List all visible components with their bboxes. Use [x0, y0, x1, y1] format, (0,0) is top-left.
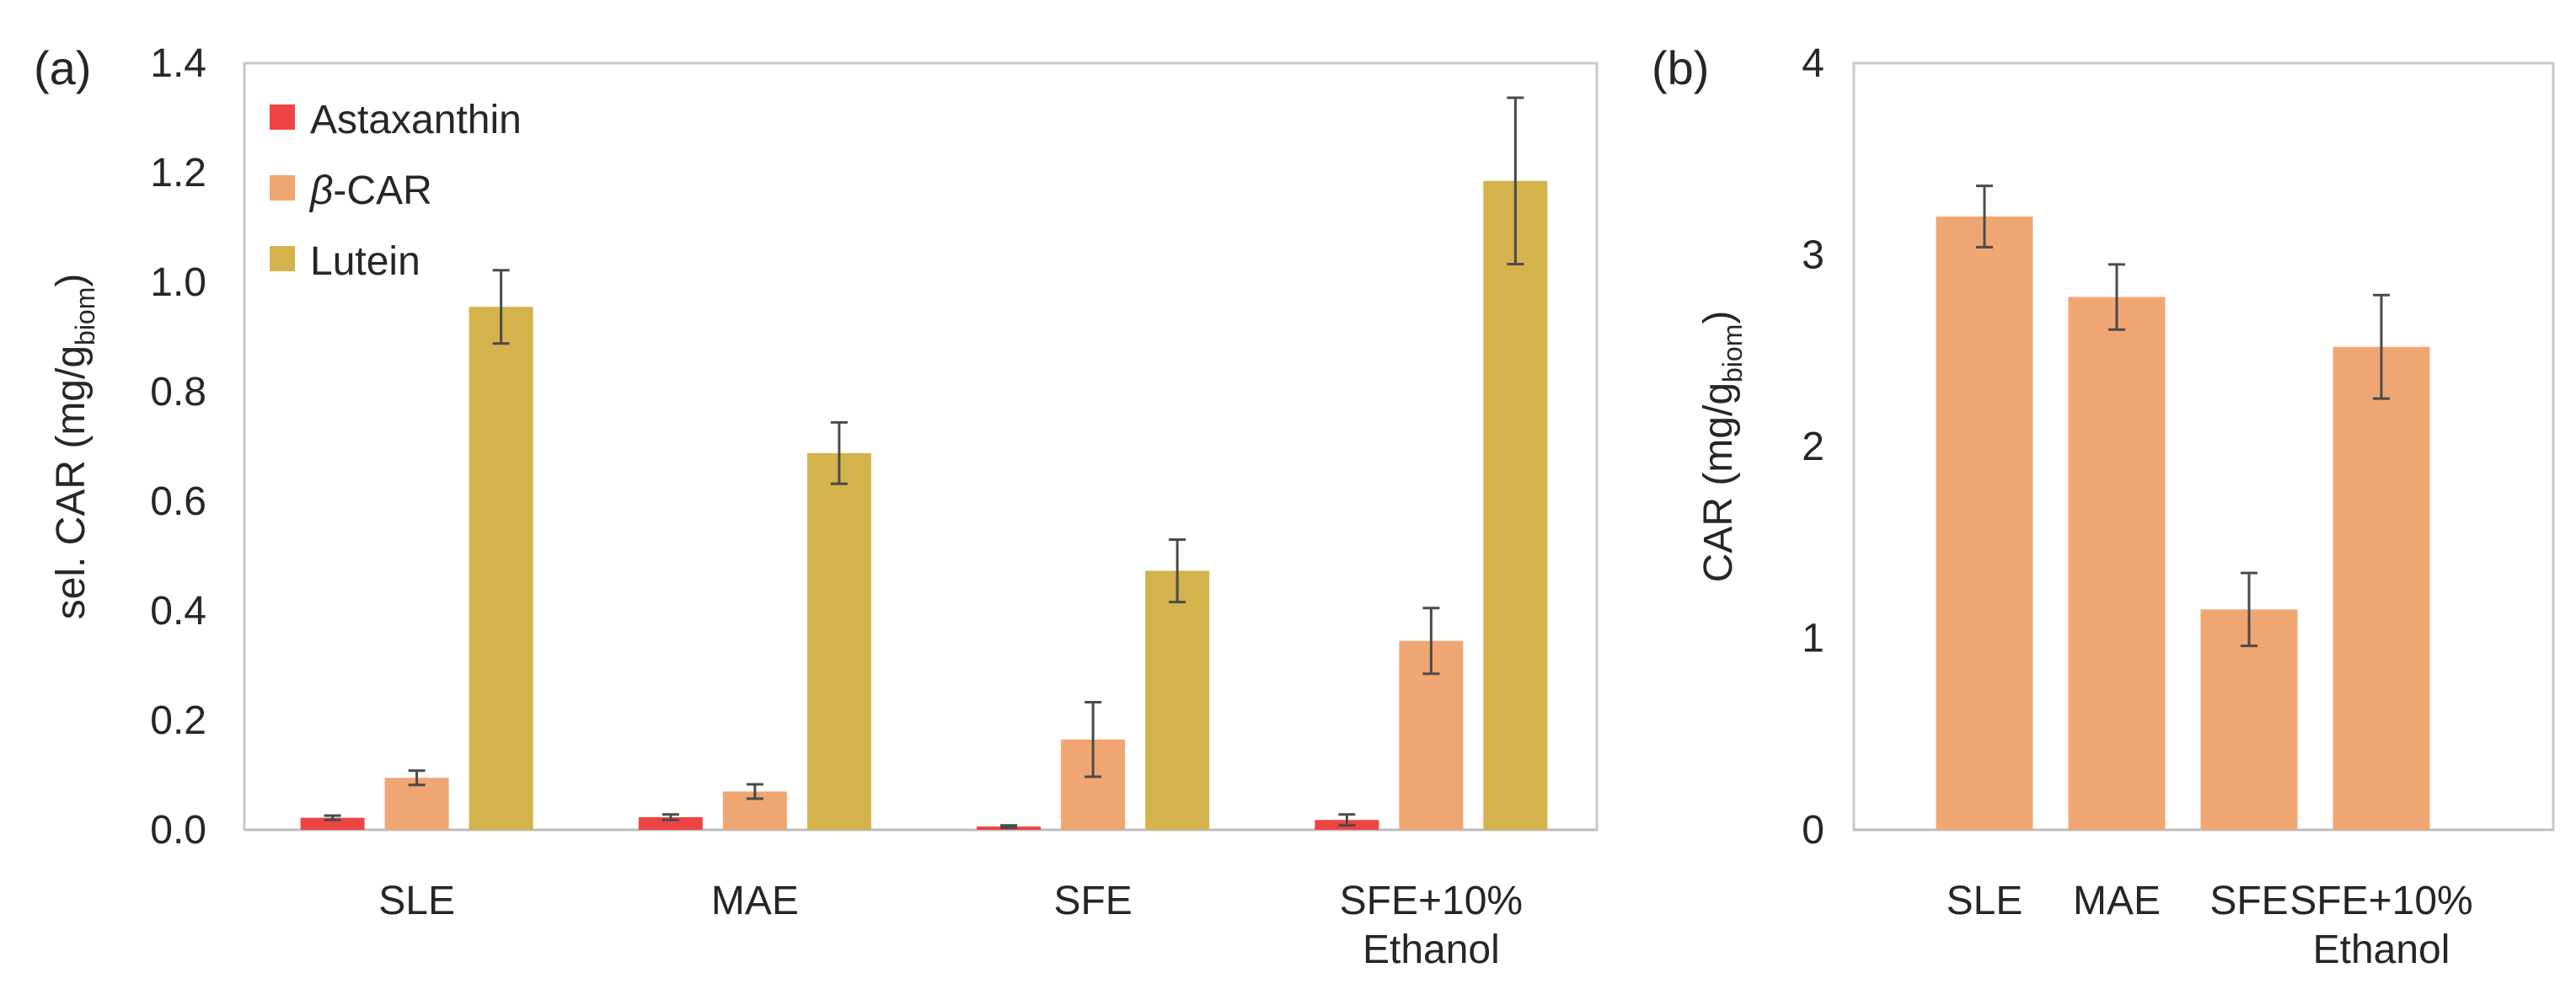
error-bar-car-sfe-10-ethanol — [1422, 607, 1440, 676]
panel-a-y-tick-label: 1.4 — [150, 41, 206, 86]
bar-astaxanthin-sle — [300, 817, 365, 830]
error-bar-lutein-mae — [830, 420, 848, 485]
error-bar-car-sfe-10-ethanol — [2373, 293, 2390, 400]
panel-a-y-axis-label: sel. CAR (mg/gbiom) — [49, 274, 100, 620]
bar-car-sle — [384, 778, 449, 830]
error-bar-car-mae — [2108, 263, 2125, 331]
error-bar-lutein-sfe-10-ethanol — [1507, 96, 1524, 266]
panel-b-bars — [1936, 217, 2430, 830]
error-bar-lutein-sle — [492, 269, 510, 345]
panel-a-y-tick-label: 1.2 — [150, 151, 206, 195]
panel-a-error-bars — [324, 96, 1524, 829]
panel-b: (b) CAR (mg/gbiom) 0 1 2 3 4 SLE MAE SFE SFE+10… — [1652, 41, 2555, 972]
legend-swatch-beta-car — [270, 175, 295, 201]
panel-a-y-tick-label: 0.8 — [150, 370, 206, 414]
panel-b-y-axis-label: CAR (mg/gbiom) — [1696, 311, 1748, 583]
bar-astaxanthin-mae — [638, 817, 703, 830]
panel-b-label: (b) — [1652, 41, 1709, 94]
legend-label-beta-car: β-CAR — [308, 168, 432, 213]
panel-a-label: (a) — [34, 41, 91, 94]
error-bar-astaxanthin-sle — [324, 814, 341, 821]
panel-b-error-bars — [1976, 184, 2390, 648]
bar-car-mae — [2068, 297, 2166, 830]
panel-b-category-label: SFE+10% — [2289, 879, 2472, 923]
panel-a-y-tick-label: 0.0 — [150, 808, 206, 853]
panel-a-category-label: SFE — [1053, 879, 1132, 923]
panel-a-y-tick-label: 0.6 — [150, 479, 206, 524]
panel-a-category-labels: SLE MAE SFE SFE+10% Ethanol — [378, 879, 1523, 972]
panel-b-y-tick-label: 0 — [1802, 808, 1824, 853]
panel-b-y-tick-labels: 0 1 2 3 4 — [1802, 41, 1824, 853]
panel-b-y-tick-label: 1 — [1802, 617, 1824, 661]
error-bar-car-sfe — [2241, 571, 2257, 648]
bar-lutein-sfe-10-ethanol — [1483, 180, 1548, 830]
bar-lutein-mae — [806, 452, 871, 830]
bar-lutein-sfe — [1145, 570, 1210, 830]
panel-b-category-label: MAE — [2073, 879, 2161, 923]
panel-a-category-label: SLE — [378, 879, 455, 923]
bar-car-sle — [1936, 217, 2033, 830]
panel-b-category-label: SFE — [2209, 879, 2288, 923]
panel-a-y-tick-label: 1.0 — [150, 260, 206, 305]
error-bar-astaxanthin-sfe — [1000, 824, 1018, 829]
bar-car-sfe-10-ethanol — [2332, 346, 2430, 830]
error-bar-lutein-sfe — [1169, 538, 1186, 604]
panel-a-plot-area — [243, 61, 1599, 832]
panel-b-y-tick-label: 2 — [1802, 425, 1824, 469]
panel-b-y-tick-label: 3 — [1802, 233, 1824, 278]
error-bar-car-sle — [408, 769, 426, 787]
panel-a-legend: Astaxanthin β-CAR Lutein — [270, 98, 522, 284]
panel-b-category-label: SLE — [1947, 879, 2023, 923]
error-bar-car-sle — [1976, 184, 1993, 249]
panel-a-category-label: MAE — [711, 879, 799, 923]
error-bar-car-mae — [746, 783, 763, 800]
legend-label-astaxanthin: Astaxanthin — [310, 98, 522, 142]
legend-swatch-astaxanthin — [270, 104, 295, 130]
legend-label-lutein: Lutein — [310, 239, 420, 284]
error-bar-astaxanthin-sfe-10-ethanol — [1338, 813, 1356, 827]
legend-swatch-lutein — [270, 246, 295, 271]
panel-a: (a) sel. CAR (mg/gbiom) 0.0 0.2 0.4 0.6 0.8 1… — [34, 41, 1599, 972]
panel-a-y-tick-labels: 0.0 0.2 0.4 0.6 0.8 1.0 1.2 1.4 — [150, 41, 206, 853]
error-bar-astaxanthin-mae — [661, 813, 679, 821]
panel-a-category-label: SFE+10% — [1340, 879, 1523, 923]
bar-lutein-sle — [469, 307, 533, 830]
panel-a-y-tick-label: 0.4 — [150, 589, 206, 634]
panel-b-category-labels: SLE MAE SFE SFE+10% Ethanol — [1947, 879, 2473, 972]
panel-b-y-tick-label: 4 — [1802, 41, 1824, 86]
panel-b-category-label: Ethanol — [2313, 928, 2450, 972]
panel-a-category-label: Ethanol — [1363, 928, 1500, 972]
error-bar-car-sfe — [1084, 701, 1102, 778]
panel-a-y-tick-label: 0.2 — [150, 698, 206, 743]
